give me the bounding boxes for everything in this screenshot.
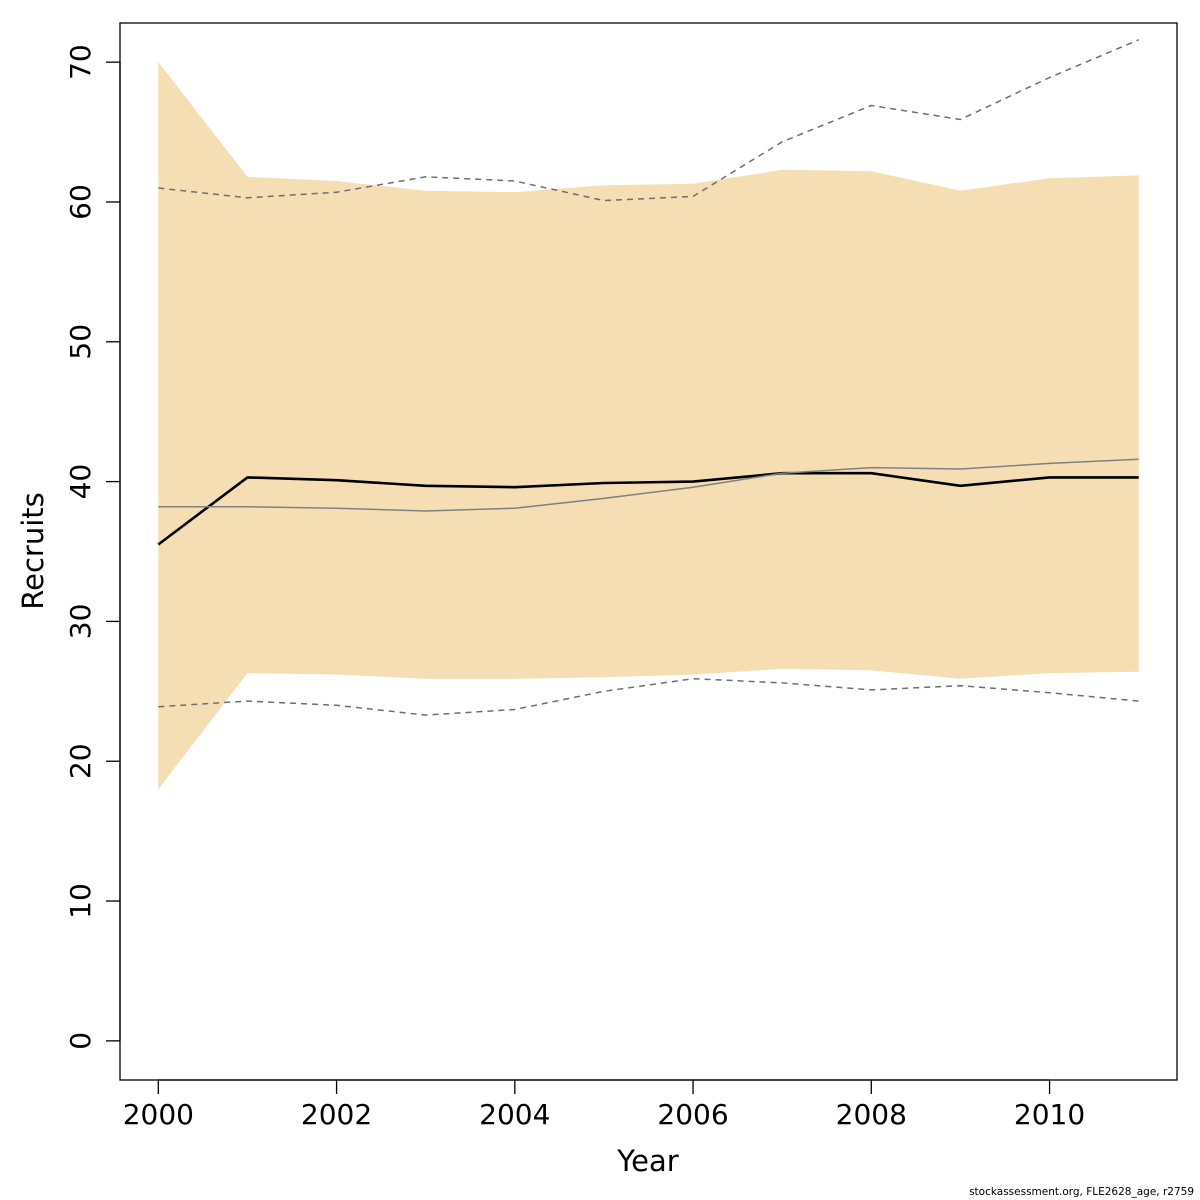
- x-tick-label: 2000: [123, 1098, 194, 1131]
- series-line-2: [158, 458, 1139, 512]
- y-tick-label: 0: [64, 1032, 97, 1050]
- series-line-4: [158, 677, 1139, 716]
- x-axis: 2000 2002 2004 2006 2008 2010: [123, 1079, 1085, 1131]
- x-tick-label: 2002: [301, 1098, 372, 1131]
- x-axis-title: Year: [616, 1144, 678, 1178]
- y-tick-label: 40: [64, 464, 97, 500]
- x-tick-label: 2008: [836, 1098, 907, 1131]
- series-line-1: [157, 471, 1139, 546]
- y-tick-label: 50: [64, 324, 97, 360]
- y-tick-label: 10: [64, 883, 97, 919]
- plot-area: [157, 39, 1139, 790]
- footer-note: stockassessment.org, FLE2628_age, r2759: [969, 1186, 1194, 1198]
- y-axis-title: Recruits: [16, 492, 50, 609]
- y-tick-label: 30: [64, 604, 97, 640]
- y-axis: 0 10 20 30 40 50 60 70: [64, 44, 121, 1050]
- y-tick-label: 70: [64, 44, 97, 80]
- y-tick-label: 60: [64, 184, 97, 220]
- x-tick-label: 2006: [657, 1098, 728, 1131]
- series-line-3: [158, 39, 1139, 202]
- y-tick-label: 20: [64, 743, 97, 779]
- x-tick-label: 2004: [479, 1098, 550, 1131]
- x-tick-label: 2010: [1014, 1098, 1085, 1131]
- confidence-band: [158, 62, 1139, 790]
